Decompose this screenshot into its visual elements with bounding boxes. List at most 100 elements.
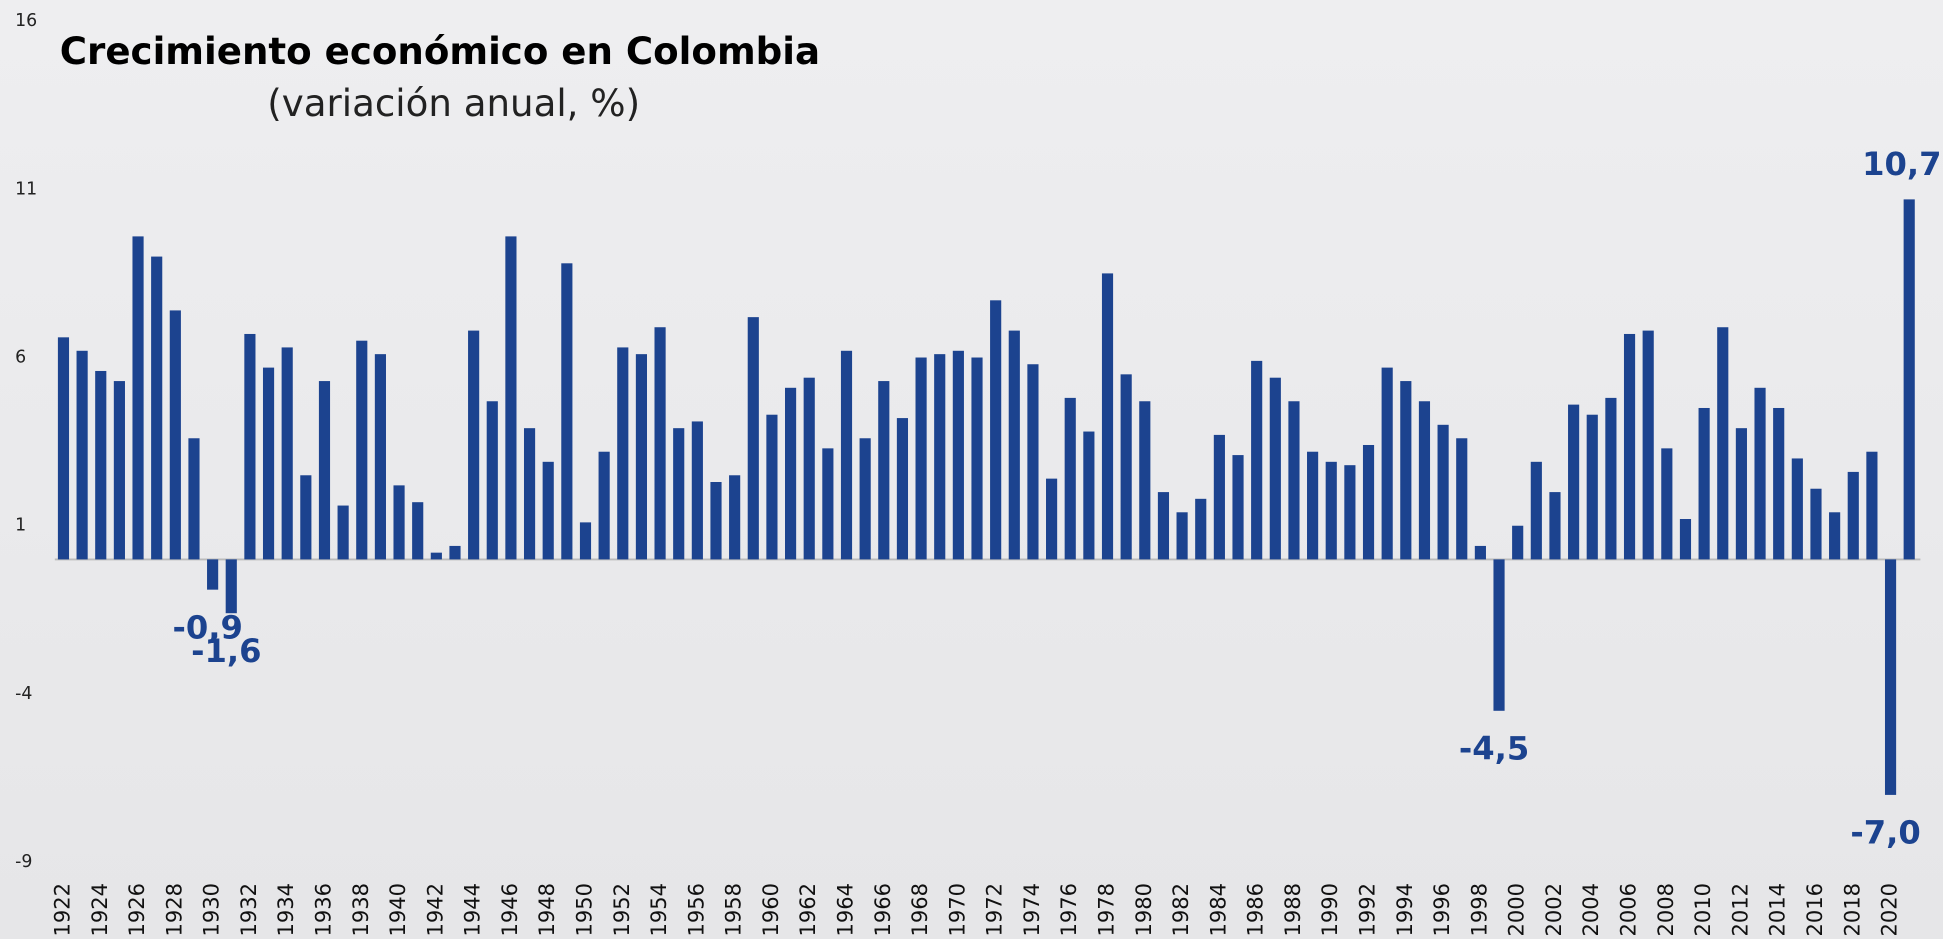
bar xyxy=(766,414,778,560)
bar xyxy=(729,475,741,560)
bar xyxy=(468,330,480,560)
bar xyxy=(1661,448,1673,560)
x-tick-label: 1956 xyxy=(683,883,708,937)
x-tick-label: 1934 xyxy=(273,883,298,937)
x-tick-label: 1954 xyxy=(646,883,671,937)
bar xyxy=(859,438,871,560)
x-tick-label: 2020 xyxy=(1877,883,1902,937)
bar xyxy=(1139,401,1151,560)
value-label: -1,6 xyxy=(191,632,261,670)
bar xyxy=(952,350,964,560)
bar xyxy=(374,354,386,560)
bar xyxy=(1362,444,1375,560)
y-tick-label: 6 xyxy=(15,348,26,368)
bar xyxy=(1120,374,1132,560)
x-tick-label: 1942 xyxy=(422,883,447,937)
x-tick-label: 1970 xyxy=(944,883,969,937)
value-label: -7,0 xyxy=(1850,814,1920,852)
bar xyxy=(990,300,1002,560)
bar xyxy=(1493,559,1505,711)
x-tick-label: 2004 xyxy=(1578,883,1603,937)
bar xyxy=(1232,455,1244,560)
bar xyxy=(1884,559,1897,795)
y-tick-label: -4 xyxy=(15,684,32,704)
x-tick-label: 1950 xyxy=(571,883,596,937)
bar xyxy=(356,340,368,560)
bar xyxy=(1083,431,1095,560)
bar xyxy=(318,381,331,560)
bar xyxy=(1381,367,1393,560)
x-tick-label: 1952 xyxy=(609,883,634,937)
bar xyxy=(337,505,349,560)
x-tick-label: 1938 xyxy=(348,883,373,937)
bar xyxy=(1400,381,1412,560)
bar xyxy=(598,451,610,560)
x-tick-label: 1986 xyxy=(1243,883,1268,937)
x-tick-label: 1936 xyxy=(310,883,335,937)
bar xyxy=(1847,471,1859,560)
bar xyxy=(840,350,853,560)
x-tick-label: 2000 xyxy=(1504,883,1529,937)
bar xyxy=(822,448,834,560)
bar xyxy=(785,387,797,560)
x-tick-label: 1958 xyxy=(721,883,746,937)
bar xyxy=(95,370,107,560)
bar xyxy=(1418,401,1431,560)
y-tick-label: 1 xyxy=(15,516,26,536)
bar xyxy=(1903,199,1915,560)
x-tick-label: 1992 xyxy=(1355,883,1380,937)
x-tick-label: 1930 xyxy=(199,883,224,937)
bar xyxy=(915,357,927,560)
x-tick-label: 2014 xyxy=(1765,883,1790,937)
bar xyxy=(617,347,629,560)
bar xyxy=(449,545,461,560)
bar xyxy=(57,337,70,560)
bar xyxy=(1623,333,1636,560)
x-tick-label: 1990 xyxy=(1317,883,1342,937)
x-tick-label: 1994 xyxy=(1392,883,1417,937)
x-tick-label: 1964 xyxy=(833,883,858,937)
bar xyxy=(1773,407,1785,560)
bar xyxy=(1754,387,1766,560)
bar xyxy=(1157,492,1170,560)
bar xyxy=(151,256,163,560)
bar xyxy=(1195,498,1207,560)
bar xyxy=(1605,397,1617,560)
bar xyxy=(1679,519,1692,560)
bar xyxy=(1307,451,1319,560)
bar xyxy=(1829,512,1841,560)
x-tick-label: 1962 xyxy=(795,883,820,937)
bar xyxy=(132,236,144,560)
bar xyxy=(691,421,703,560)
bar xyxy=(896,418,909,560)
x-tick-label: 1944 xyxy=(460,883,485,937)
x-tick-label: 1982 xyxy=(1168,883,1193,937)
bar xyxy=(747,317,759,560)
x-tick-label: 1960 xyxy=(758,883,783,937)
x-tick-label: 1932 xyxy=(236,883,261,937)
bar xyxy=(1344,465,1356,560)
x-tick-label: 1922 xyxy=(49,883,74,937)
bar xyxy=(1530,461,1542,560)
x-tick-label: 1980 xyxy=(1131,883,1156,937)
x-tick-label: 2012 xyxy=(1727,883,1752,937)
bar xyxy=(1717,327,1729,560)
value-label: -0,9 xyxy=(172,608,242,646)
bar xyxy=(654,327,666,560)
bar xyxy=(1269,377,1281,560)
bar xyxy=(710,482,722,560)
bar xyxy=(262,367,275,560)
bar xyxy=(803,377,815,560)
bar xyxy=(1474,545,1486,560)
bar xyxy=(207,559,219,590)
y-tick-label: 16 xyxy=(15,11,37,31)
bar xyxy=(579,522,592,560)
x-tick-label: 1940 xyxy=(385,883,410,937)
bar xyxy=(1213,434,1225,560)
x-tick-label: 2006 xyxy=(1616,883,1641,937)
x-tick-label: 2010 xyxy=(1690,883,1715,937)
x-tick-label: 1946 xyxy=(497,883,522,937)
value-label: -4,5 xyxy=(1459,729,1529,767)
x-tick-label: 2008 xyxy=(1653,883,1678,937)
